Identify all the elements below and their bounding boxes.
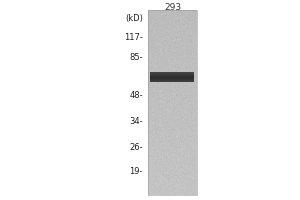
Text: (kD): (kD)	[125, 14, 143, 22]
Text: 293: 293	[164, 3, 181, 12]
Text: 117-: 117-	[124, 33, 143, 43]
Text: 19-: 19-	[130, 168, 143, 176]
Text: 26-: 26-	[129, 142, 143, 152]
Text: 34-: 34-	[129, 117, 143, 127]
Text: 48-: 48-	[129, 92, 143, 100]
Text: 85-: 85-	[129, 53, 143, 62]
